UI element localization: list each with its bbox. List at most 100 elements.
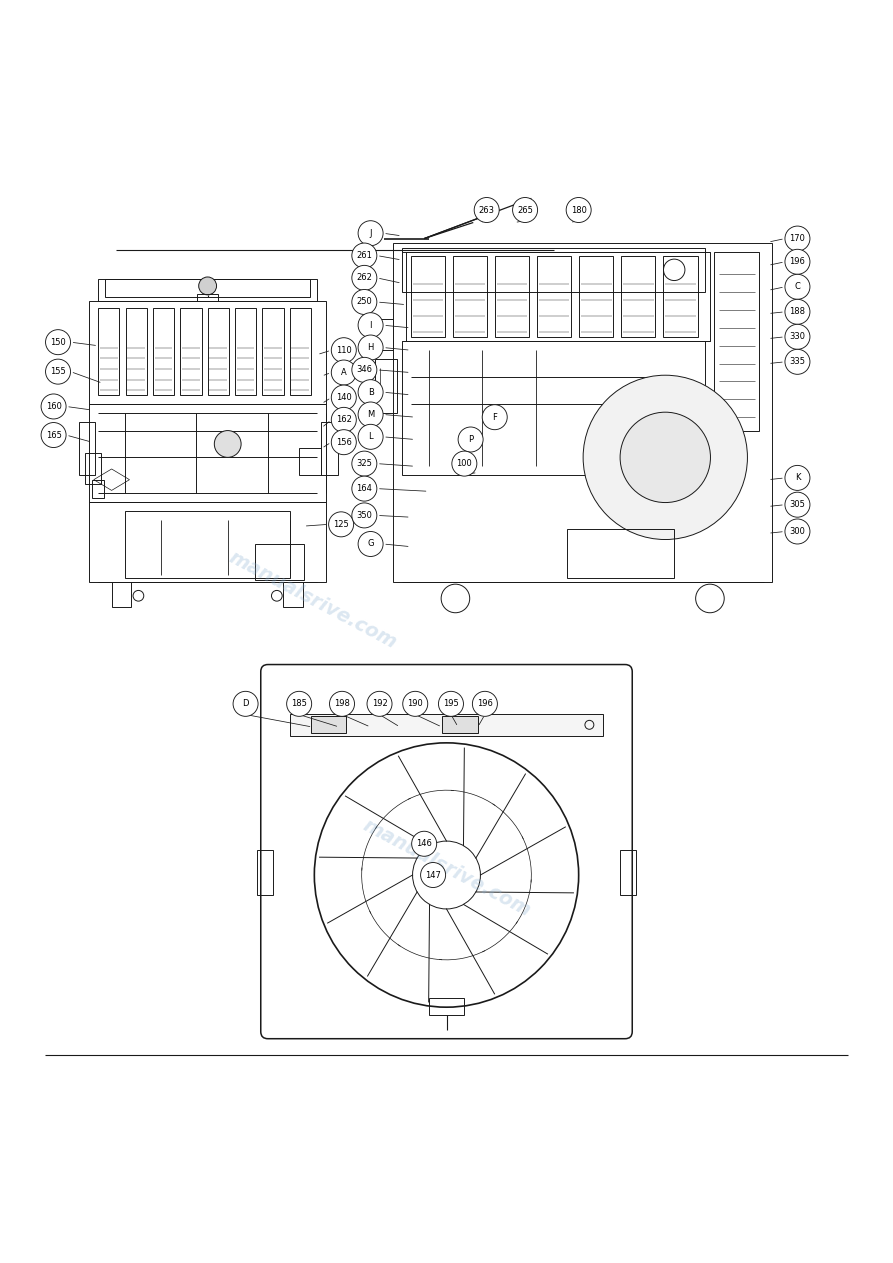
Text: 263: 263	[479, 206, 495, 215]
Circle shape	[403, 691, 428, 716]
Circle shape	[198, 277, 217, 294]
Circle shape	[331, 429, 356, 455]
Bar	[85, 453, 101, 484]
Bar	[411, 256, 445, 337]
Circle shape	[352, 476, 377, 501]
Text: 335: 335	[789, 357, 805, 366]
Circle shape	[785, 519, 810, 544]
Circle shape	[358, 313, 383, 337]
Circle shape	[358, 532, 383, 557]
Circle shape	[352, 242, 377, 268]
Circle shape	[41, 394, 66, 419]
Bar	[375, 359, 397, 413]
Text: 262: 262	[356, 273, 372, 283]
Circle shape	[785, 493, 810, 517]
Text: 155: 155	[50, 368, 66, 376]
Bar	[98, 308, 120, 395]
Circle shape	[620, 412, 711, 503]
Circle shape	[46, 359, 71, 384]
Text: 250: 250	[356, 298, 372, 307]
Bar	[196, 294, 218, 301]
Text: J: J	[370, 229, 371, 237]
Bar	[207, 308, 229, 395]
Bar	[125, 512, 290, 578]
Bar	[89, 404, 326, 501]
Circle shape	[358, 402, 383, 427]
Bar	[429, 998, 464, 1015]
Circle shape	[785, 226, 810, 251]
Bar	[89, 501, 326, 582]
Text: F: F	[492, 413, 497, 422]
Text: 325: 325	[356, 460, 372, 469]
Bar	[289, 308, 311, 395]
Circle shape	[513, 197, 538, 222]
Circle shape	[331, 408, 356, 432]
Circle shape	[358, 221, 383, 246]
Bar	[580, 256, 613, 337]
Circle shape	[358, 380, 383, 404]
Text: 110: 110	[336, 346, 352, 355]
Bar	[406, 253, 710, 341]
Text: 147: 147	[425, 870, 441, 879]
Circle shape	[472, 691, 497, 716]
Bar	[537, 256, 572, 337]
Bar	[663, 256, 697, 337]
Bar	[153, 308, 174, 395]
Bar	[375, 320, 393, 350]
Circle shape	[785, 249, 810, 274]
Circle shape	[358, 335, 383, 360]
Text: 162: 162	[336, 416, 352, 424]
Circle shape	[458, 427, 483, 452]
Circle shape	[352, 451, 377, 476]
Circle shape	[412, 831, 437, 856]
Circle shape	[46, 330, 71, 355]
Circle shape	[331, 360, 356, 385]
Text: K: K	[795, 474, 800, 482]
Text: P: P	[468, 434, 473, 445]
Circle shape	[482, 404, 507, 429]
Bar	[112, 582, 131, 608]
Circle shape	[438, 691, 463, 716]
Bar	[283, 582, 303, 608]
Text: 198: 198	[334, 700, 350, 709]
Circle shape	[367, 691, 392, 716]
Text: 140: 140	[336, 393, 352, 402]
Text: 265: 265	[517, 206, 533, 215]
Bar	[92, 480, 104, 498]
Text: C: C	[795, 283, 800, 292]
Circle shape	[331, 337, 356, 362]
Circle shape	[785, 274, 810, 299]
Circle shape	[358, 424, 383, 450]
Circle shape	[330, 691, 355, 716]
Text: 330: 330	[789, 332, 805, 341]
Bar	[235, 308, 256, 395]
Circle shape	[785, 325, 810, 350]
Text: 346: 346	[356, 365, 372, 374]
Bar	[98, 279, 317, 301]
Text: 170: 170	[789, 234, 805, 242]
Text: 350: 350	[356, 512, 372, 520]
Text: 190: 190	[407, 700, 423, 709]
Circle shape	[329, 512, 354, 537]
Bar	[311, 716, 346, 734]
Bar	[453, 256, 487, 337]
Circle shape	[352, 265, 377, 290]
Bar	[495, 256, 530, 337]
Circle shape	[214, 431, 241, 457]
Text: H: H	[367, 344, 374, 352]
Text: B: B	[368, 388, 373, 397]
Text: 300: 300	[789, 527, 805, 536]
Circle shape	[352, 357, 377, 383]
Circle shape	[352, 289, 377, 314]
Text: 125: 125	[333, 520, 349, 529]
Text: 100: 100	[456, 460, 472, 469]
Text: M: M	[367, 410, 374, 419]
Text: 150: 150	[50, 337, 66, 346]
Bar	[257, 850, 273, 894]
Bar	[620, 850, 636, 894]
Bar	[321, 422, 338, 475]
Text: manualsrive.com: manualsrive.com	[359, 816, 534, 921]
Circle shape	[287, 691, 312, 716]
Text: 146: 146	[416, 839, 432, 849]
Circle shape	[785, 465, 810, 490]
